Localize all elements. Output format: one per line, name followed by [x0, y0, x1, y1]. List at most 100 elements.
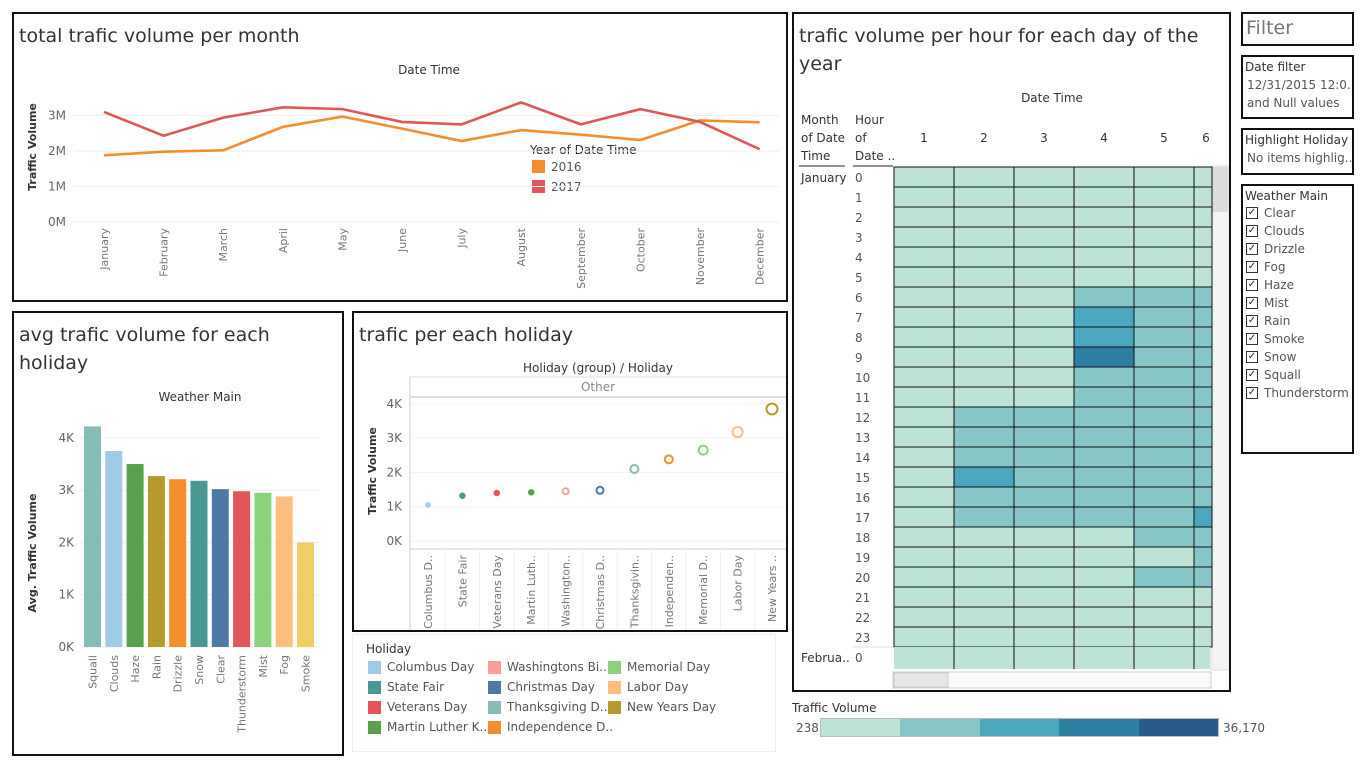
- heatmap-cell[interactable]: [953, 366, 1015, 388]
- heatmap-cell[interactable]: [1073, 226, 1135, 248]
- heatmap-cell[interactable]: [893, 586, 955, 608]
- weather-filter-item-rain[interactable]: ✓ Rain: [1243, 312, 1352, 330]
- holiday-legend-item-labor-day[interactable]: Labor Day: [608, 680, 688, 694]
- weather-filter-item-mist[interactable]: ✓ Mist: [1243, 294, 1352, 312]
- heatmap-cell[interactable]: [953, 346, 1015, 368]
- heatmap-cell[interactable]: [1013, 326, 1075, 348]
- heatmap-cell[interactable]: [1193, 566, 1213, 588]
- bar-fog[interactable]: [275, 496, 293, 647]
- heatmap-cell[interactable]: [953, 286, 1015, 308]
- heatmap-cell[interactable]: [893, 366, 955, 388]
- heatmap-cell[interactable]: [1193, 206, 1213, 228]
- heatmap-cell[interactable]: [1133, 446, 1195, 468]
- heatmap-cell[interactable]: [1013, 206, 1075, 228]
- heatmap-cell[interactable]: [893, 306, 955, 328]
- heatmap-cell[interactable]: [953, 386, 1015, 408]
- holiday-point-independen[interactable]: [663, 454, 674, 465]
- heatmap-cell[interactable]: [1073, 306, 1135, 328]
- heatmap-cell[interactable]: [1013, 386, 1075, 408]
- checkbox-checked-icon[interactable]: ✓: [1246, 315, 1258, 327]
- heatmap-cell[interactable]: [1073, 626, 1135, 648]
- holiday-point-columbus-d[interactable]: [425, 502, 431, 508]
- horizontal-scroll-thumb[interactable]: [893, 672, 949, 688]
- heatmap-cell[interactable]: [893, 486, 955, 508]
- bar-haze[interactable]: [126, 464, 144, 647]
- heatmap-cell[interactable]: [953, 326, 1015, 348]
- heatmap-cell[interactable]: [1013, 526, 1075, 548]
- checkbox-checked-icon[interactable]: ✓: [1246, 261, 1258, 273]
- heatmap-cell[interactable]: [953, 506, 1015, 528]
- heatmap-cell[interactable]: [1133, 566, 1195, 588]
- heatmap-cell[interactable]: [1013, 486, 1075, 508]
- heatmap-cell[interactable]: [1013, 286, 1075, 308]
- heatmap-cell[interactable]: [1133, 486, 1195, 508]
- checkbox-checked-icon[interactable]: ✓: [1246, 369, 1258, 381]
- heatmap-cell[interactable]: [893, 346, 955, 368]
- heatmap-cell[interactable]: [893, 606, 955, 628]
- heatmap-cell[interactable]: [953, 406, 1015, 428]
- heatmap-cell[interactable]: [953, 606, 1015, 628]
- heatmap-cell[interactable]: [1193, 486, 1213, 508]
- heatmap-cell[interactable]: [893, 566, 955, 588]
- heatmap-cell[interactable]: [953, 466, 1015, 488]
- weather-filter-item-drizzle[interactable]: ✓ Drizzle: [1243, 240, 1352, 258]
- heatmap-cell[interactable]: [1193, 586, 1213, 608]
- heatmap-cell[interactable]: [1193, 266, 1213, 288]
- heatmap-cell[interactable]: [1073, 606, 1135, 628]
- heatmap-cell[interactable]: [1133, 526, 1195, 548]
- heatmap-cell[interactable]: [1193, 226, 1213, 248]
- heatmap-cell[interactable]: [1073, 386, 1135, 408]
- heatmap-cell[interactable]: [1193, 466, 1213, 488]
- heatmap-cell[interactable]: [1073, 366, 1135, 388]
- heatmap-cell[interactable]: [1013, 346, 1075, 368]
- heatmap-cell[interactable]: [1073, 466, 1135, 488]
- bar-clear[interactable]: [211, 489, 229, 647]
- heatmap-cell[interactable]: [1133, 186, 1195, 208]
- holiday-point-new-years[interactable]: [765, 402, 779, 416]
- heatmap-cell[interactable]: [1133, 466, 1195, 488]
- checkbox-checked-icon[interactable]: ✓: [1246, 279, 1258, 291]
- heatmap-cell[interactable]: [1193, 506, 1213, 528]
- holiday-point-labor-day[interactable]: [731, 425, 744, 438]
- heatmap-cell[interactable]: [1073, 346, 1135, 368]
- heatmap-cell[interactable]: [953, 226, 1015, 248]
- heatmap-cell[interactable]: [893, 166, 955, 188]
- bar-squall[interactable]: [84, 426, 101, 647]
- checkbox-checked-icon[interactable]: ✓: [1246, 351, 1258, 363]
- bar-mist[interactable]: [254, 492, 272, 647]
- highlight-holiday-box[interactable]: Highlight Holiday No items highlig..: [1241, 128, 1354, 175]
- checkbox-checked-icon[interactable]: ✓: [1246, 387, 1258, 399]
- heatmap-cell[interactable]: [893, 386, 955, 408]
- heatmap-cell[interactable]: [1013, 506, 1075, 528]
- heatmap-cell[interactable]: [953, 426, 1015, 448]
- line-series-2016[interactable]: [103, 115, 760, 157]
- heatmap-cell[interactable]: [1073, 186, 1135, 208]
- heatmap-cell[interactable]: [893, 286, 955, 308]
- holiday-legend-item-veterans-day[interactable]: Veterans Day: [368, 700, 467, 714]
- holiday-legend-item-columbus-day[interactable]: Columbus Day: [368, 660, 474, 674]
- heatmap-cell[interactable]: [1073, 286, 1135, 308]
- holiday-legend-item-washingtons-bi[interactable]: Washingtons Bi..: [488, 660, 607, 674]
- holiday-point-thanksgivin[interactable]: [629, 464, 640, 474]
- bar-thunderstorm[interactable]: [233, 491, 251, 647]
- bar-rain[interactable]: [147, 476, 165, 647]
- heatmap-cell[interactable]: [1013, 586, 1075, 608]
- weather-filter-item-snow[interactable]: ✓ Snow: [1243, 348, 1352, 366]
- heatmap-cell[interactable]: [953, 166, 1015, 188]
- heatmap-cell[interactable]: [893, 226, 955, 248]
- heatmap-cell[interactable]: [1133, 386, 1195, 408]
- highlight-holiday-input[interactable]: No items highlig..: [1247, 151, 1352, 165]
- holiday-point-state-fair[interactable]: [459, 492, 466, 499]
- heatmap-cell[interactable]: [1013, 366, 1075, 388]
- heatmap-february-row[interactable]: [894, 647, 1210, 669]
- checkbox-checked-icon[interactable]: ✓: [1246, 333, 1258, 345]
- heatmap-cell[interactable]: [893, 426, 955, 448]
- heatmap-cell[interactable]: [1073, 546, 1135, 568]
- holiday-legend-item-martin-luther-k[interactable]: Martin Luther K..: [368, 720, 487, 734]
- heatmap-cell[interactable]: [953, 526, 1015, 548]
- heatmap-cell[interactable]: [1133, 286, 1195, 308]
- heatmap-cell[interactable]: [893, 506, 955, 528]
- heatmap-cell[interactable]: [1013, 306, 1075, 328]
- heatmap-cell[interactable]: [1013, 406, 1075, 428]
- heatmap-cell[interactable]: [1133, 326, 1195, 348]
